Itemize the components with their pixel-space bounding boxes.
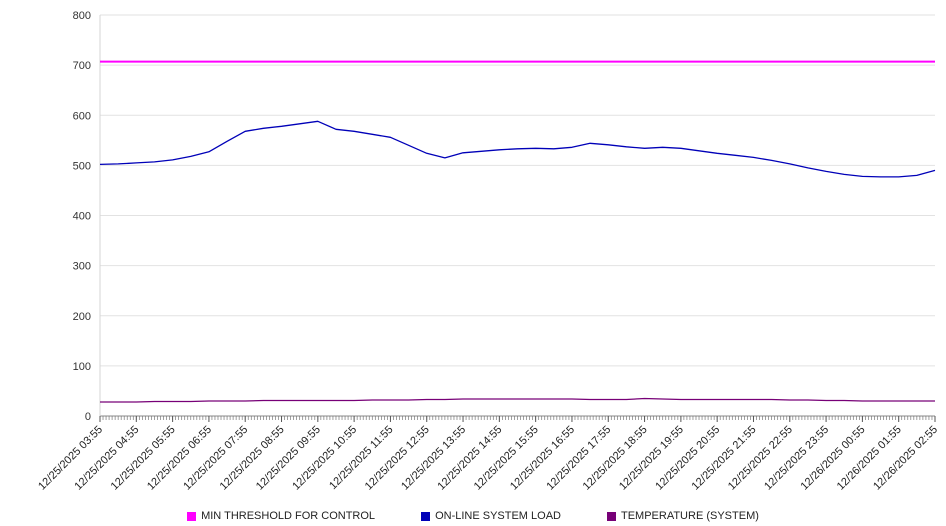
svg-text:12/25/2025 23:55: 12/25/2025 23:55 [762, 424, 831, 493]
svg-text:12/25/2025 07:55: 12/25/2025 07:55 [181, 424, 250, 493]
svg-text:12/25/2025 08:55: 12/25/2025 08:55 [218, 424, 287, 493]
svg-text:12/25/2025 22:55: 12/25/2025 22:55 [726, 424, 795, 493]
svg-text:100: 100 [73, 361, 91, 373]
chart-legend: MIN THRESHOLD FOR CONTROL ON-LINE SYSTEM… [0, 510, 946, 522]
svg-text:800: 800 [73, 10, 91, 22]
svg-text:200: 200 [73, 311, 91, 323]
svg-text:12/26/2025 01:55: 12/26/2025 01:55 [835, 424, 904, 493]
legend-label-temperature: TEMPERATURE (SYSTEM) [620, 510, 759, 522]
svg-text:12/25/2025 09:55: 12/25/2025 09:55 [254, 424, 323, 493]
svg-text:12/25/2025 16:55: 12/25/2025 16:55 [508, 424, 577, 493]
svg-text:12/25/2025 06:55: 12/25/2025 06:55 [145, 424, 214, 493]
legend-swatch-system-load-icon [421, 511, 431, 521]
svg-text:600: 600 [73, 110, 91, 122]
legend-swatch-min-threshold-icon [187, 511, 197, 521]
svg-text:300: 300 [73, 261, 91, 273]
legend-item-temperature: TEMPERATURE (SYSTEM) [606, 510, 759, 522]
svg-text:12/26/2025 00:55: 12/26/2025 00:55 [798, 424, 867, 493]
svg-text:12/25/2025 13:55: 12/25/2025 13:55 [399, 424, 468, 493]
legend-item-system-load: ON-LINE SYSTEM LOAD [421, 510, 561, 522]
svg-text:12/25/2025 18:55: 12/25/2025 18:55 [581, 424, 650, 493]
svg-text:12/25/2025 12:55: 12/25/2025 12:55 [363, 424, 432, 493]
svg-text:12/25/2025 14:55: 12/25/2025 14:55 [435, 424, 504, 493]
svg-text:12/25/2025 15:55: 12/25/2025 15:55 [472, 424, 541, 493]
svg-text:12/26/2025 02:55: 12/26/2025 02:55 [871, 424, 940, 493]
svg-text:500: 500 [73, 160, 91, 172]
svg-text:0: 0 [85, 411, 91, 423]
svg-text:700: 700 [73, 60, 91, 72]
svg-text:12/25/2025 03:55: 12/25/2025 03:55 [36, 424, 105, 493]
svg-text:12/25/2025 21:55: 12/25/2025 21:55 [690, 424, 759, 493]
svg-text:12/25/2025 20:55: 12/25/2025 20:55 [653, 424, 722, 493]
chart-canvas: 0 100 200 300 400 500 600 700 800 12/25/2025 03:5… [36, 10, 940, 493]
legend-swatch-temperature-icon [606, 511, 616, 521]
legend-label-system-load: ON-LINE SYSTEM LOAD [435, 510, 561, 522]
svg-text:12/25/2025 11:55: 12/25/2025 11:55 [327, 424, 395, 492]
svg-text:12/25/2025 17:55: 12/25/2025 17:55 [544, 424, 613, 493]
svg-text:12/25/2025 19:55: 12/25/2025 19:55 [617, 424, 686, 493]
svg-text:12/25/2025 05:55: 12/25/2025 05:55 [109, 424, 178, 493]
svg-text:12/25/2025 04:55: 12/25/2025 04:55 [72, 424, 141, 493]
legend-item-min-threshold: MIN THRESHOLD FOR CONTROL [187, 510, 375, 522]
legend-label-min-threshold: MIN THRESHOLD FOR CONTROL [201, 510, 376, 522]
svg-text:12/25/2025 10:55: 12/25/2025 10:55 [290, 424, 359, 493]
svg-text:400: 400 [73, 211, 91, 223]
